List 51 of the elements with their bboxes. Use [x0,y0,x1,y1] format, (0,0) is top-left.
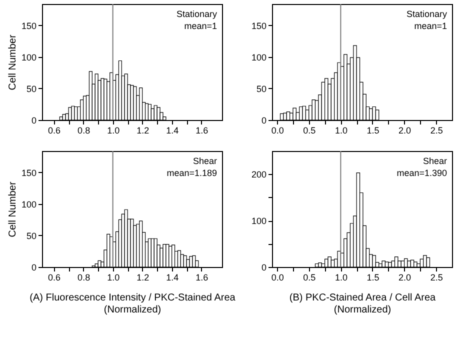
annotation: Shear [422,156,447,166]
annotation: Shear [192,156,217,166]
x-axis-title: (B) PKC-Stained Area / Cell Area (Normalized) [289,292,436,316]
x-axis-title: (A) Fluorescence Intensity / PKC-Stained Area (Normalized) [30,292,236,316]
annotation: mean=1 [414,21,447,31]
x-tick-label: 1.5 [366,126,380,136]
x-tick-label: 1.5 [366,272,380,282]
y-tick-label: 100 [251,216,266,226]
y-tick-label: 150 [251,20,266,31]
x-tick-label: 1.0 [334,272,348,282]
annotation: Stationary [406,9,448,19]
y-axis-title: Cell Number [7,181,18,238]
y-tick-label: 0 [31,116,36,126]
x-tick-label: 0.8 [78,272,90,282]
x-tick-label: 0.5 [303,272,316,282]
x-tick-label: 1.2 [136,272,150,282]
x-tick-label: 2.0 [398,126,412,136]
y-tick-label: 100 [251,52,266,62]
x-tick-label: 2.5 [430,272,443,282]
x-tick-label: 1.0 [107,126,120,136]
x-tick-label: 0.8 [78,126,90,136]
x-tick-label: 1.6 [196,126,208,136]
y-tick-label: 100 [21,199,36,210]
y-tick-label: 50 [26,84,36,94]
x-tick-label: 1.4 [166,272,179,282]
y-tick-label: 0 [261,116,266,126]
x-tick-label: 1.0 [107,272,120,282]
y-tick-label: 0 [261,262,266,272]
y-tick-label: 0 [31,262,36,272]
x-tick-label: 2.0 [398,272,412,282]
x-tick-label: 1.0 [334,126,348,136]
y-tick-label: 100 [21,52,36,62]
annotation: mean=1 [184,21,217,31]
x-tick-label: 0.0 [271,272,284,282]
y-tick-label: 50 [256,84,266,94]
y-tick-label: 50 [26,230,36,241]
y-axis-title: Cell Number [7,34,18,90]
x-tick-label: 0.0 [271,126,284,136]
x-tick-label: 0.6 [48,272,61,282]
x-tick-label: 1.2 [136,126,150,136]
annotation: mean=1.189 [166,168,217,178]
annotation: Stationary [176,9,218,19]
annotation: mean=1.390 [396,168,447,178]
x-tick-label: 2.5 [430,126,443,136]
y-tick-label: 150 [21,168,36,178]
x-tick-label: 1.4 [166,126,179,136]
x-tick-label: 1.6 [196,272,208,282]
x-tick-label: 0.5 [303,126,316,136]
y-tick-label: 200 [251,170,266,180]
x-tick-label: 0.6 [48,126,61,136]
y-tick-label: 150 [21,20,36,31]
